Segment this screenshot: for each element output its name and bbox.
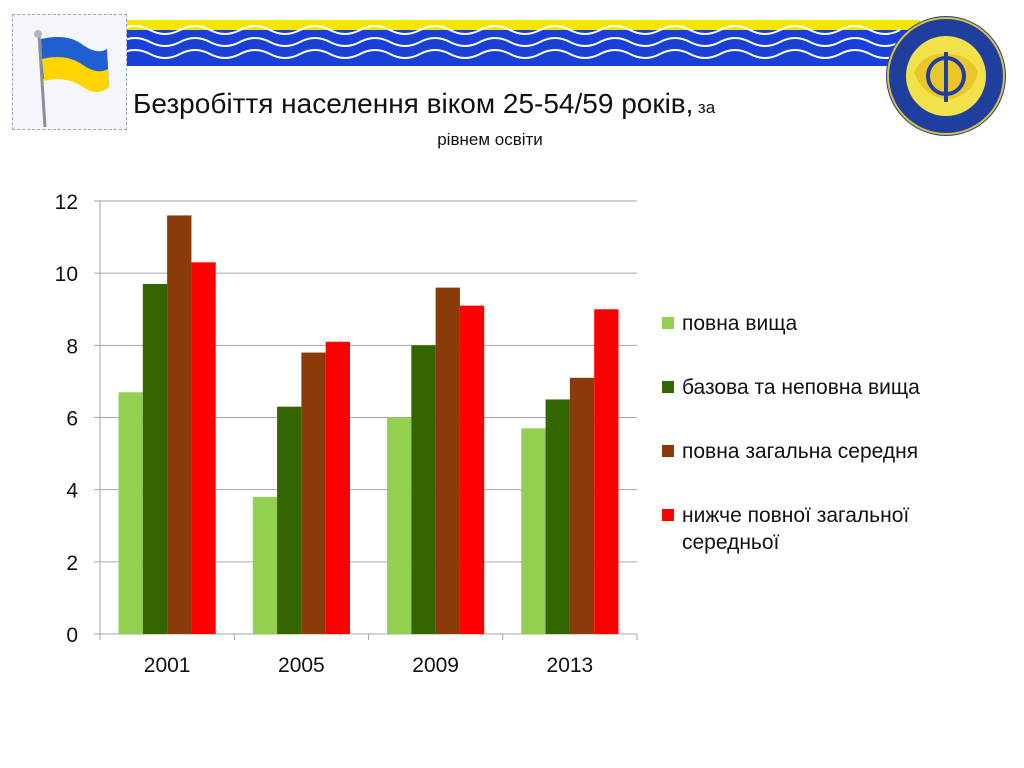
legend-label: повна вища [682,312,798,335]
ukraine-flag-image [12,14,127,130]
legend-item: нижче повної загальної середньої [662,502,982,556]
bar-4-2005 [325,341,350,634]
legend-swatch [662,381,674,393]
chart-subtitle: рівнем освіти [437,130,543,149]
bar-2-2001 [142,283,168,634]
x-tick-label: 2005 [278,654,325,677]
legend-label: повна загальна середня [682,440,919,463]
bar-2-2005 [277,406,302,634]
legend-item: повна вища [662,310,982,337]
bar-1-2013 [521,428,546,634]
bar-3-2013 [569,377,595,634]
title-main: Безробіття населення віком 25-54/59 рокі… [133,88,694,119]
y-tick-label: 2 [66,552,78,575]
y-tick-label: 4 [66,480,78,503]
legend-swatch [662,445,674,457]
y-tick-label: 6 [66,408,78,431]
header-banner [119,20,920,66]
legend-label: базова та неповна вища [682,376,920,399]
bar-2-2009 [411,345,436,634]
bar-1-2005 [252,496,278,634]
chart-title: Безробіття населення віком 25-54/59 рокі… [133,88,873,120]
bar-2-2013 [545,399,570,634]
bar-4-2001 [191,262,216,634]
x-tick-label: 2013 [547,654,594,677]
x-tick-label: 2009 [412,654,459,677]
flag-icon [34,30,109,128]
bar-3-2009 [435,287,460,634]
legend-swatch [662,509,674,521]
legend-item: повна загальна середня [662,438,982,465]
bar-3-2005 [301,352,326,634]
institute-emblem-logo [886,16,1006,136]
bar-4-2009 [459,305,485,634]
y-tick-label: 0 [66,624,78,647]
bar-4-2013 [594,309,619,634]
title-tail: за [697,98,716,117]
legend-swatch [662,317,674,329]
legend-item: базова та неповна вища [662,374,982,401]
bar-1-2009 [387,417,412,634]
y-tick-label: 10 [55,263,78,286]
bar-1-2001 [118,392,143,634]
x-tick-label: 2001 [144,654,191,677]
bar-chart: 0 2 4 6 8 10 12 2001 2005 2009 2013 [55,191,638,677]
legend-label: нижче повної загальної середньої [682,504,910,554]
y-tick-label: 12 [55,191,78,214]
y-tick-label: 8 [66,335,78,358]
bar-3-2001 [167,215,192,634]
